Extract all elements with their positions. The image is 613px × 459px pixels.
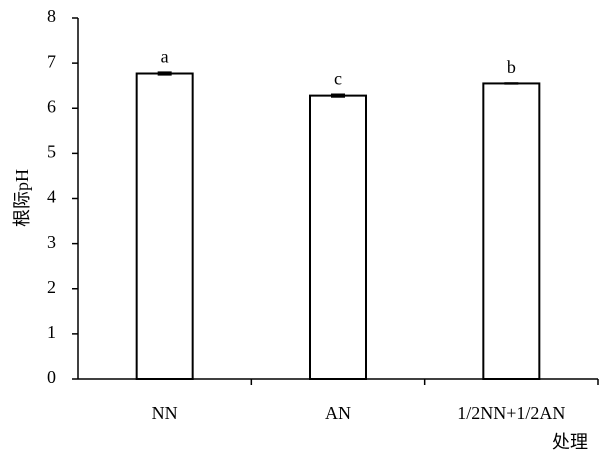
error-bar: [504, 82, 519, 85]
x-axis-label: 处理: [552, 432, 588, 452]
y-tick-label: 8: [47, 6, 56, 26]
y-tick-label: 5: [47, 142, 56, 162]
x-tick-label: 1/2NN+1/2AN: [457, 403, 565, 423]
bar-annotation: b: [507, 57, 516, 77]
y-tick-label: 0: [47, 367, 56, 387]
y-tick-label: 1: [47, 322, 56, 342]
bar: [482, 82, 541, 381]
y-tick-label: 6: [47, 96, 56, 116]
y-tick-label: 4: [47, 187, 56, 207]
x-tick-label: AN: [325, 403, 351, 423]
x-tick-label: NN: [152, 403, 178, 423]
y-tick-label: 2: [47, 277, 56, 297]
y-tick-label: 3: [47, 232, 56, 252]
y-axis-label: 根际pH: [12, 169, 32, 227]
bar-annotation: a: [161, 46, 169, 66]
bar: [135, 72, 194, 380]
error-bar: [157, 71, 172, 76]
error-bar: [331, 93, 345, 98]
bar: [309, 94, 367, 381]
y-tick-label: 7: [47, 51, 56, 71]
bar-annotation: c: [334, 68, 342, 88]
